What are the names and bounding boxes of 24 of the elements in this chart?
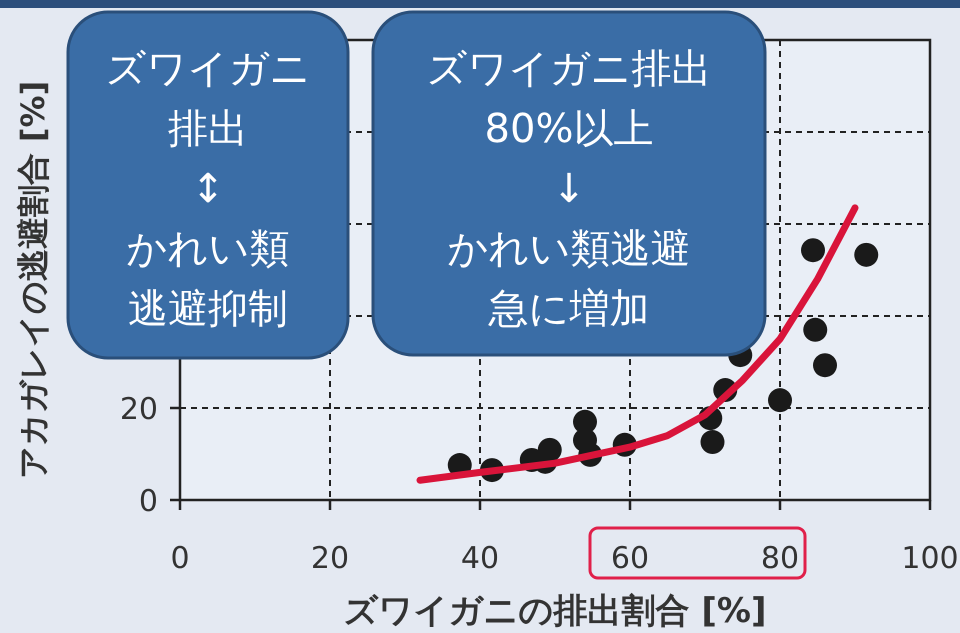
x-tick-label: 0: [170, 541, 190, 576]
annotation: ↓: [552, 166, 586, 212]
point: [854, 242, 878, 267]
annotation: かれい類: [126, 226, 290, 272]
annotation: 逃避抑制: [128, 286, 288, 332]
y-axis-title: アカガレイの逃避割合 [%]: [14, 80, 52, 480]
x-axis-title: ズワイガニの排出割合 [%]: [344, 591, 766, 631]
annotation: かれい類逃避: [448, 226, 690, 272]
point: [801, 238, 825, 262]
annotation: ズワイガニ: [106, 46, 310, 92]
annotation: 急に増加: [488, 286, 650, 332]
point: [700, 430, 724, 454]
x-tick-label: 20: [310, 541, 350, 576]
x-tick-label: 80: [760, 541, 800, 576]
point: [768, 388, 792, 412]
x-tick-label: 100: [901, 541, 959, 576]
x-tick-label: 60: [610, 541, 650, 576]
annotation: 排出: [168, 106, 248, 152]
x-tick-label: 40: [460, 541, 500, 576]
annotation: 80%以上: [484, 106, 654, 152]
annotation: ↕: [191, 166, 225, 212]
annotation: ズワイガニ排出: [426, 46, 712, 92]
point: [803, 318, 828, 342]
point: [813, 353, 837, 378]
